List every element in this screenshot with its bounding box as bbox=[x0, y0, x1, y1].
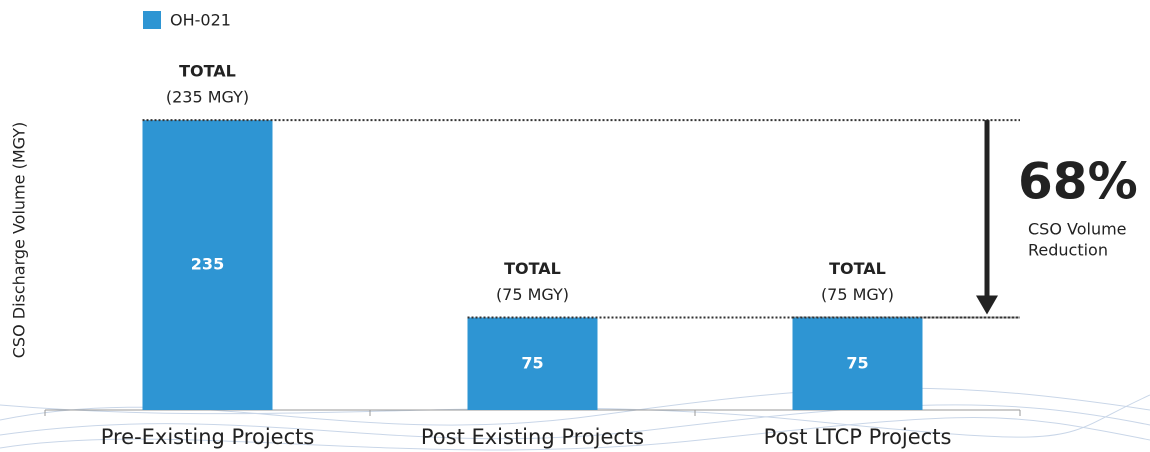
value-label: 75 bbox=[846, 353, 868, 372]
x-tick-label: Post Existing Projects bbox=[421, 425, 644, 449]
total-label: (75 MGY) bbox=[821, 285, 894, 304]
total-heading: TOTAL bbox=[504, 259, 561, 278]
bar bbox=[792, 317, 923, 410]
value-label: 75 bbox=[521, 353, 543, 372]
background-waves bbox=[0, 387, 1150, 451]
total-heading: TOTAL bbox=[179, 62, 236, 81]
annotation-value: 68% bbox=[1018, 153, 1138, 211]
y-axis-label: CSO Discharge Volume (MGY) bbox=[10, 122, 29, 359]
bar bbox=[467, 317, 598, 410]
total-label: (235 MGY) bbox=[166, 88, 249, 107]
bar bbox=[142, 120, 273, 411]
legend-swatch bbox=[143, 11, 161, 29]
legend-label: OH-021 bbox=[170, 11, 231, 30]
arrow-head bbox=[976, 295, 998, 315]
annotation-text: Reduction bbox=[1028, 241, 1108, 260]
total-label: (75 MGY) bbox=[496, 285, 569, 304]
x-tick-label: Post LTCP Projects bbox=[764, 425, 952, 449]
x-tick-label: Pre-Existing Projects bbox=[101, 425, 315, 449]
value-label: 235 bbox=[191, 255, 224, 274]
total-heading: TOTAL bbox=[829, 259, 886, 278]
annotation-text: CSO Volume bbox=[1028, 220, 1127, 239]
